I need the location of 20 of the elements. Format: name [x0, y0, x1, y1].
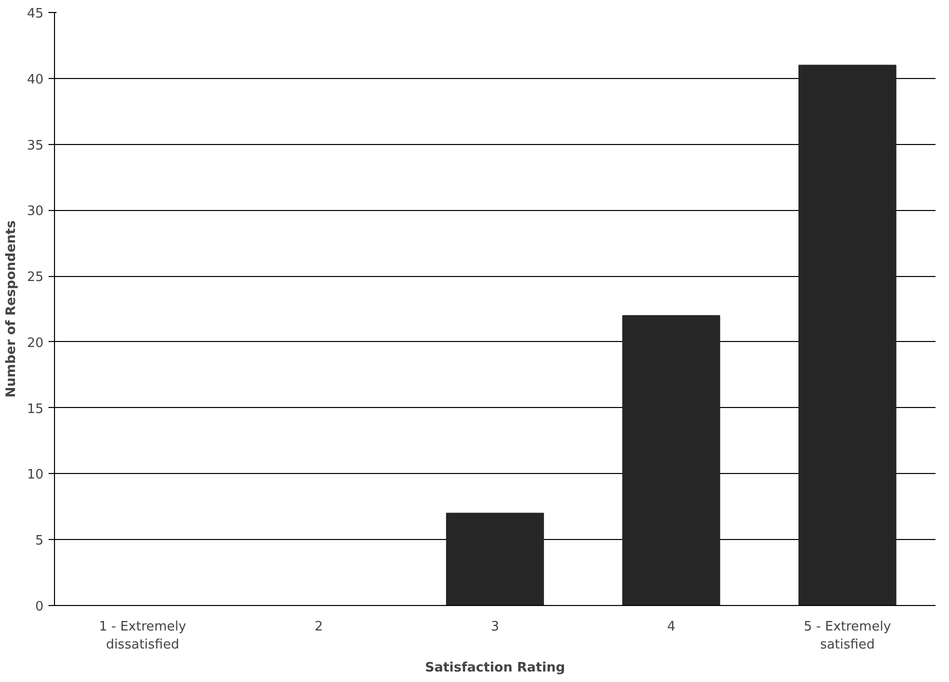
x-tick-label: 3 [490, 620, 500, 634]
y-tick-label: 35 [26, 138, 44, 154]
bar [622, 315, 720, 606]
y-tick-label: 25 [26, 270, 44, 286]
y-tick-label: 10 [26, 468, 44, 483]
x-axis-title: Satisfaction Rating [424, 660, 566, 676]
y-tick-label: 30 [26, 204, 44, 220]
y-tick-label: 40 [26, 72, 44, 88]
y-axis-title: Number of Respondents [4, 220, 19, 398]
x-tick-label: 4 [667, 620, 676, 634]
bar [446, 512, 544, 606]
y-tick-label: 15 [26, 402, 44, 417]
bar [798, 64, 896, 606]
y-tick-label: 0 [35, 600, 44, 614]
x-tick-label: 5 - Extremely satisfied [804, 620, 892, 652]
y-tick-label: 45 [26, 6, 44, 22]
x-tick-label: 2 [314, 620, 323, 634]
x-tick-label: 1 - Extremely dissatisfied [98, 620, 187, 652]
y-tick-label: 20 [26, 336, 44, 351]
y-tick-label: 5 [35, 534, 44, 549]
